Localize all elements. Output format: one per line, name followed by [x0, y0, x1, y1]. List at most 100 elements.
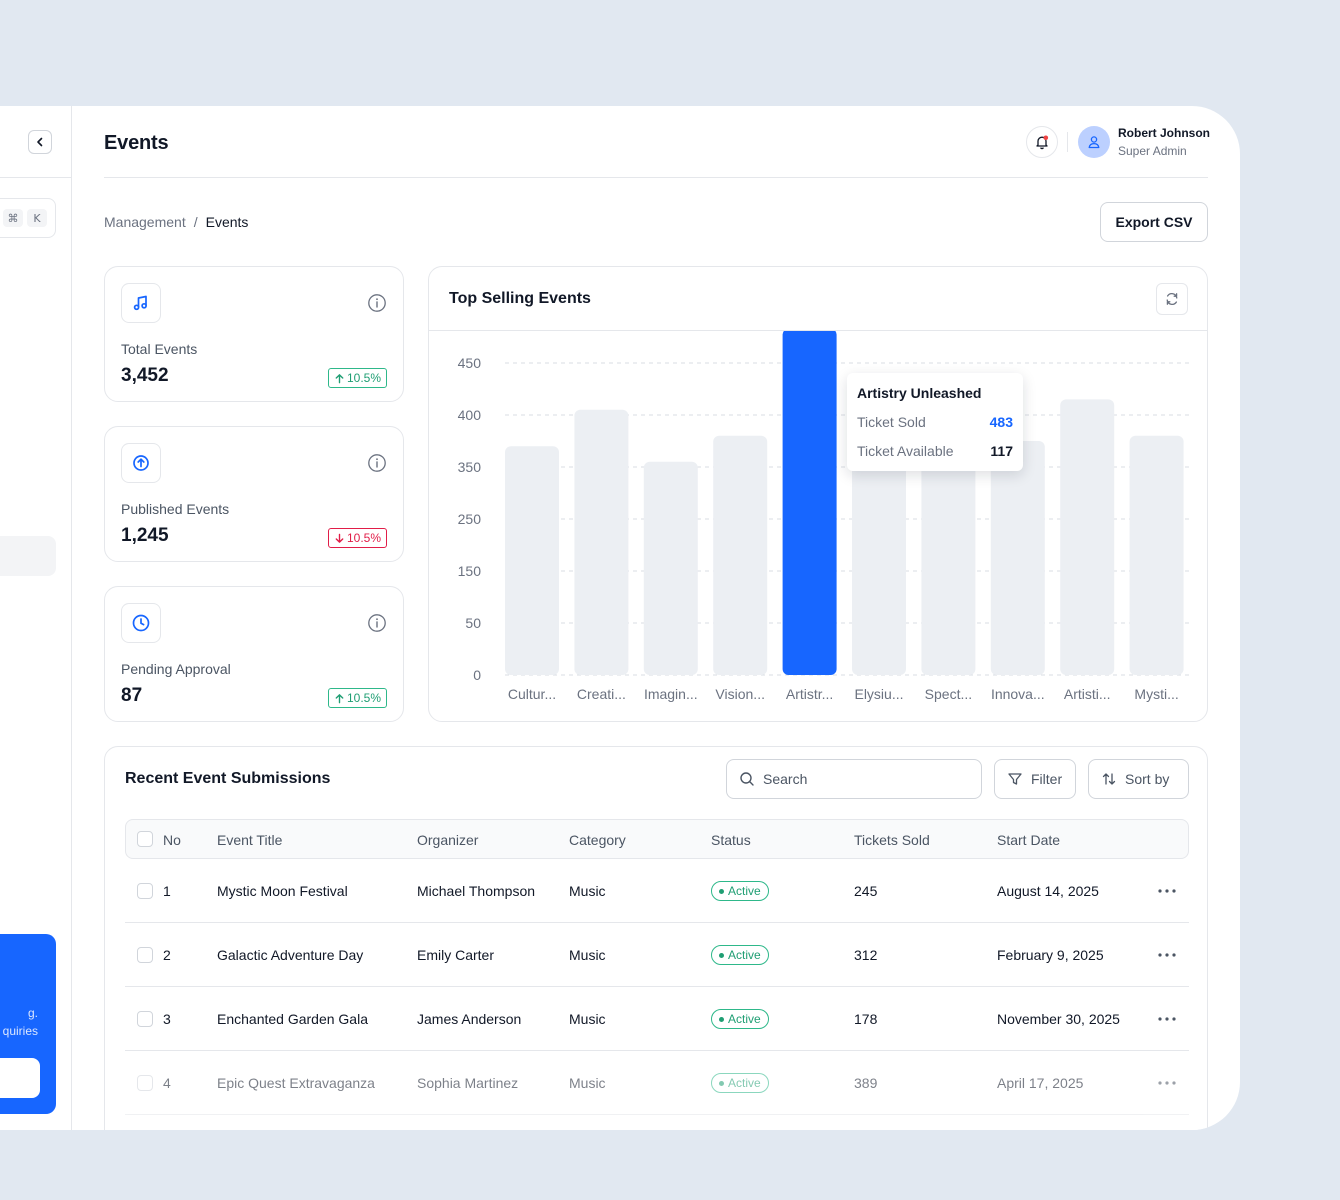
chart-title: Top Selling Events — [449, 290, 591, 307]
cell-tickets-sold: 178 — [854, 1011, 878, 1027]
bar-chart: 0 50 150 250 350 400 450 Cultur... Creati... Imag… — [458, 331, 1189, 702]
chevron-left-icon — [37, 137, 43, 147]
tooltip-row-available: Ticket Available 117 — [857, 443, 1013, 459]
recent-submissions-card: Recent Event Submissions Filter Sort by … — [104, 746, 1208, 1130]
bar — [505, 446, 559, 675]
table-row[interactable]: 3 Enchanted Garden Gala James Anderson M… — [125, 987, 1189, 1051]
y-tick-label: 250 — [458, 511, 482, 527]
x-tick-label: Cultur... — [508, 686, 556, 702]
cell-start-date: August 14, 2025 — [997, 883, 1099, 899]
trend-badge: 10.5% — [327, 368, 387, 388]
table-row[interactable]: 1 Mystic Moon Festival Michael Thompson … — [125, 859, 1189, 923]
y-tick-label: 0 — [473, 667, 481, 683]
cell-tickets-sold: 245 — [854, 883, 878, 899]
x-tick-label: Imagin... — [644, 686, 698, 702]
x-tick-label: Elysiu... — [854, 686, 903, 702]
table-row[interactable]: 2 Galactic Adventure Day Emily Carter Mu… — [125, 923, 1189, 987]
chart-tooltip: Artistry Unleashed Ticket Sold 483 Ticke… — [847, 373, 1023, 471]
select-all-checkbox[interactable] — [137, 831, 153, 847]
column-category[interactable]: Category — [569, 832, 626, 848]
stat-icon-box — [121, 603, 161, 643]
row-actions-button[interactable] — [1157, 945, 1177, 965]
breadcrumb-parent[interactable]: Management — [104, 214, 186, 230]
refresh-button[interactable] — [1156, 283, 1188, 315]
user-role: Super Admin — [1118, 144, 1187, 158]
cell-event-title: Epic Quest Extravaganza — [217, 1075, 375, 1091]
filter-icon — [1008, 773, 1022, 785]
stat-icon-box — [121, 443, 161, 483]
filter-button[interactable]: Filter — [994, 759, 1076, 799]
column-start-date[interactable]: Start Date — [997, 832, 1061, 848]
export-csv-button[interactable]: Export CSV — [1100, 202, 1208, 242]
status-badge: Active — [711, 1073, 769, 1093]
cell-start-date: February 9, 2025 — [997, 947, 1104, 963]
cell-event-title: Mystic Moon Festival — [217, 883, 348, 899]
sidebar-item-active[interactable] — [0, 536, 56, 576]
cell-no: 1 — [163, 883, 171, 899]
search-input[interactable] — [763, 771, 963, 787]
arrow-up-icon — [335, 373, 344, 383]
info-icon[interactable] — [367, 613, 387, 633]
column-tickets-sold[interactable]: Tickets Sold — [854, 832, 930, 848]
more-horizontal-icon — [1158, 953, 1176, 957]
row-checkbox[interactable] — [137, 1075, 153, 1091]
row-actions-button[interactable] — [1157, 881, 1177, 901]
info-icon[interactable] — [367, 453, 387, 473]
header-separator — [1067, 132, 1068, 152]
x-tick-label: Artisti... — [1064, 686, 1111, 702]
status-badge: Active — [711, 1009, 769, 1029]
y-tick-label: 350 — [458, 459, 482, 475]
stat-card-total-events: Total Events 3,452 10.5% — [104, 266, 404, 402]
trend-badge: 10.5% — [327, 688, 387, 708]
sidebar-divider — [0, 177, 72, 178]
column-organizer[interactable]: Organizer — [417, 832, 479, 848]
row-checkbox[interactable] — [137, 1011, 153, 1027]
cell-category: Music — [569, 947, 606, 963]
x-tick-label: Innova... — [991, 686, 1045, 702]
sidebar: ⌘ K g. quiries — [0, 106, 72, 1130]
row-checkbox[interactable] — [137, 947, 153, 963]
more-horizontal-icon — [1158, 1081, 1176, 1085]
cell-organizer: Emily Carter — [417, 947, 495, 963]
y-tick-label: 450 — [458, 355, 482, 371]
arrow-up-icon — [335, 693, 344, 703]
bar — [713, 435, 768, 675]
top-selling-chart-card: Top Selling Events 0 50 150 250 350 400 450 Cul… — [428, 266, 1208, 722]
table-row[interactable]: 4 Epic Quest Extravaganza Sophia Martine… — [125, 1051, 1189, 1115]
cell-no: 2 — [163, 947, 171, 963]
row-checkbox[interactable] — [137, 883, 153, 899]
cell-organizer: Sophia Martinez — [417, 1075, 519, 1091]
table-title: Recent Event Submissions — [125, 770, 331, 787]
info-icon[interactable] — [367, 293, 387, 313]
stat-card-pending-approval: Pending Approval 87 10.5% — [104, 586, 404, 722]
header-divider — [104, 177, 1208, 178]
sidebar-collapse-button[interactable] — [28, 130, 52, 154]
row-actions-button[interactable] — [1157, 1073, 1177, 1093]
breadcrumb: Management / Events — [104, 214, 248, 230]
x-tick-label: Creati... — [577, 686, 626, 702]
x-tick-label: Artistr... — [786, 686, 833, 702]
avatar[interactable] — [1078, 126, 1110, 158]
column-no[interactable]: No — [163, 832, 181, 848]
promo-button[interactable] — [0, 1058, 40, 1098]
user-icon — [1088, 136, 1100, 149]
more-horizontal-icon — [1158, 1017, 1176, 1021]
search-icon — [740, 772, 754, 786]
bar — [643, 461, 698, 675]
row-actions-button[interactable] — [1157, 1009, 1177, 1029]
search-box[interactable] — [726, 759, 982, 799]
column-event-title[interactable]: Event Title — [217, 832, 283, 848]
table-header: No Event Title Organizer Category Status… — [125, 819, 1189, 859]
sidebar-search-shortcut[interactable]: ⌘ K — [0, 198, 56, 238]
bar — [921, 409, 976, 675]
breadcrumb-separator: / — [193, 214, 198, 230]
notification-button[interactable] — [1026, 126, 1058, 158]
command-key: ⌘ — [3, 209, 23, 227]
stat-value: 87 — [121, 685, 143, 706]
cell-category: Music — [569, 1011, 606, 1027]
promo-text: g. quiries — [2, 1006, 38, 1038]
bar — [1129, 435, 1184, 675]
sort-button[interactable]: Sort by — [1088, 759, 1189, 799]
column-status[interactable]: Status — [711, 832, 751, 848]
stat-icon-box — [121, 283, 161, 323]
